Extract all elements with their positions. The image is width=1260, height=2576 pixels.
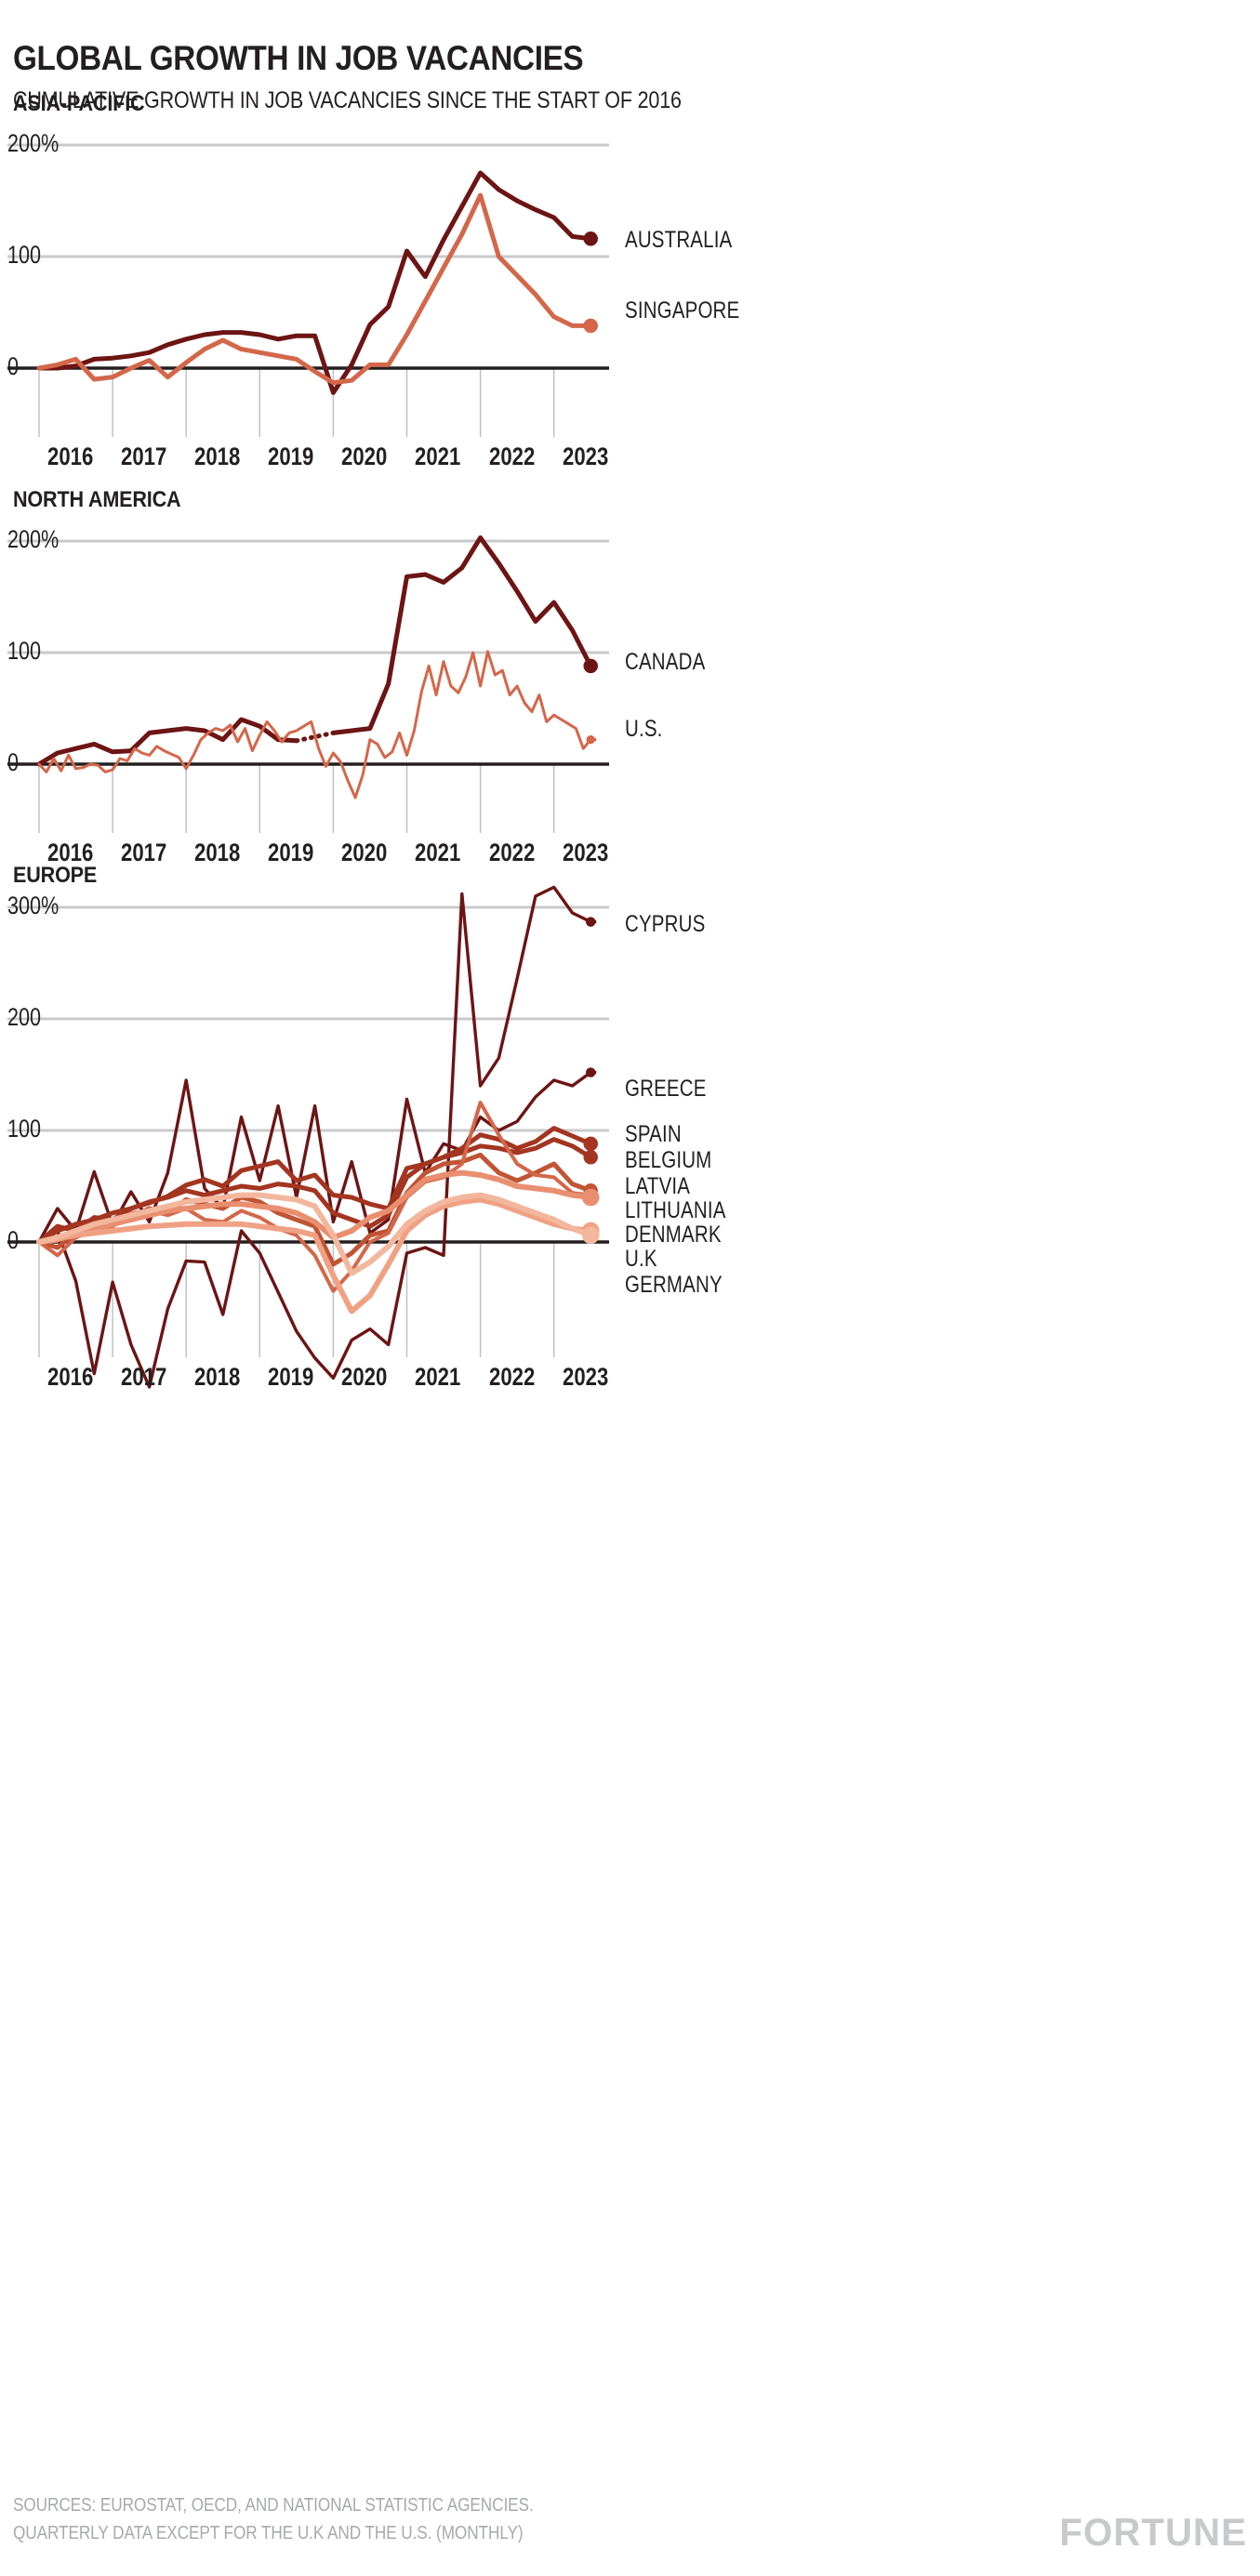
panel-heading-north-america: NORTH AMERICA xyxy=(13,487,181,512)
xtick-2022: 2022 xyxy=(488,1363,535,1391)
ytick-na-0: 0 xyxy=(7,748,20,776)
series-label-canada: CANADA xyxy=(625,649,706,675)
xtick-2023: 2023 xyxy=(562,443,608,470)
series-label-spain: SPAIN xyxy=(625,1121,682,1147)
chart-asia-pacific xyxy=(7,143,609,437)
series-label-us: U.S. xyxy=(625,716,663,742)
ytick-na-200: 200% xyxy=(7,525,60,553)
xtick-2017: 2017 xyxy=(121,839,167,866)
panel-north-america xyxy=(0,526,1260,852)
ytick-asia-200: 200% xyxy=(7,129,60,157)
series-label-singapore: SINGAPORE xyxy=(625,297,740,324)
xtick-2023: 2023 xyxy=(562,839,608,866)
series-label-greece: GREECE xyxy=(625,1076,707,1102)
page-title: GLOBAL GROWTH IN JOB VACANCIES xyxy=(13,39,584,77)
source-line-1: SOURCES: EUROSTAT, OECD, AND NATIONAL ST… xyxy=(13,2495,534,2516)
xtick-2019: 2019 xyxy=(268,443,314,470)
panel-europe xyxy=(0,885,1260,1389)
xtick-2017: 2017 xyxy=(121,1363,167,1391)
chart-europe xyxy=(7,885,609,1389)
series-label-latvia: LATVIA xyxy=(625,1173,691,1199)
xtick-2020: 2020 xyxy=(341,1363,388,1391)
xtick-2019: 2019 xyxy=(268,1363,314,1391)
xtick-2016: 2016 xyxy=(47,839,94,866)
page-subtitle: CUMULATIVE GROWTH IN JOB VACANCIES SINCE… xyxy=(13,87,682,113)
xtick-2023: 2023 xyxy=(562,1363,608,1391)
xtick-2020: 2020 xyxy=(341,839,388,866)
ytick-eu-300: 300% xyxy=(7,892,60,919)
ytick-eu-0: 0 xyxy=(7,1226,20,1254)
xtick-2021: 2021 xyxy=(415,1363,461,1391)
xtick-2016: 2016 xyxy=(47,1363,94,1391)
panel-heading-europe: EUROPE xyxy=(13,863,98,888)
ytick-eu-100: 100 xyxy=(7,1115,42,1143)
series-label-lithuania: LITHUANIA xyxy=(625,1197,726,1223)
panel-heading-asia-pacific: ASIA-PACIFIC xyxy=(13,91,145,116)
xtick-2021: 2021 xyxy=(415,839,461,866)
xtick-2016: 2016 xyxy=(47,443,94,470)
series-label-belgium: BELGIUM xyxy=(625,1147,712,1173)
source-line-2: QUARTERLY DATA EXCEPT FOR THE U.K AND TH… xyxy=(13,2523,524,2543)
xtick-2017: 2017 xyxy=(121,443,167,470)
ytick-asia-100: 100 xyxy=(7,241,42,269)
series-label-uk: U.K xyxy=(625,1246,657,1272)
series-label-cyprus: CYPRUS xyxy=(625,911,706,937)
xtick-2021: 2021 xyxy=(415,443,461,470)
chart-north-america xyxy=(7,535,609,833)
xtick-2019: 2019 xyxy=(268,839,314,866)
xtick-2018: 2018 xyxy=(194,839,241,866)
series-label-germany: GERMANY xyxy=(625,1272,723,1298)
ytick-na-100: 100 xyxy=(7,637,42,665)
xtick-2020: 2020 xyxy=(341,443,388,470)
series-label-denmark: DENMARK xyxy=(625,1222,722,1248)
fortune-logo: FORTUNE xyxy=(1059,2510,1247,2554)
series-label-australia: AUSTRALIA xyxy=(625,227,733,253)
xtick-2018: 2018 xyxy=(194,443,241,470)
ytick-asia-0: 0 xyxy=(7,352,20,380)
panel-asia-pacific xyxy=(0,130,1260,456)
xtick-2022: 2022 xyxy=(488,443,535,470)
xtick-2018: 2018 xyxy=(194,1363,241,1391)
ytick-eu-200: 200 xyxy=(7,1003,42,1031)
xtick-2022: 2022 xyxy=(488,839,535,866)
